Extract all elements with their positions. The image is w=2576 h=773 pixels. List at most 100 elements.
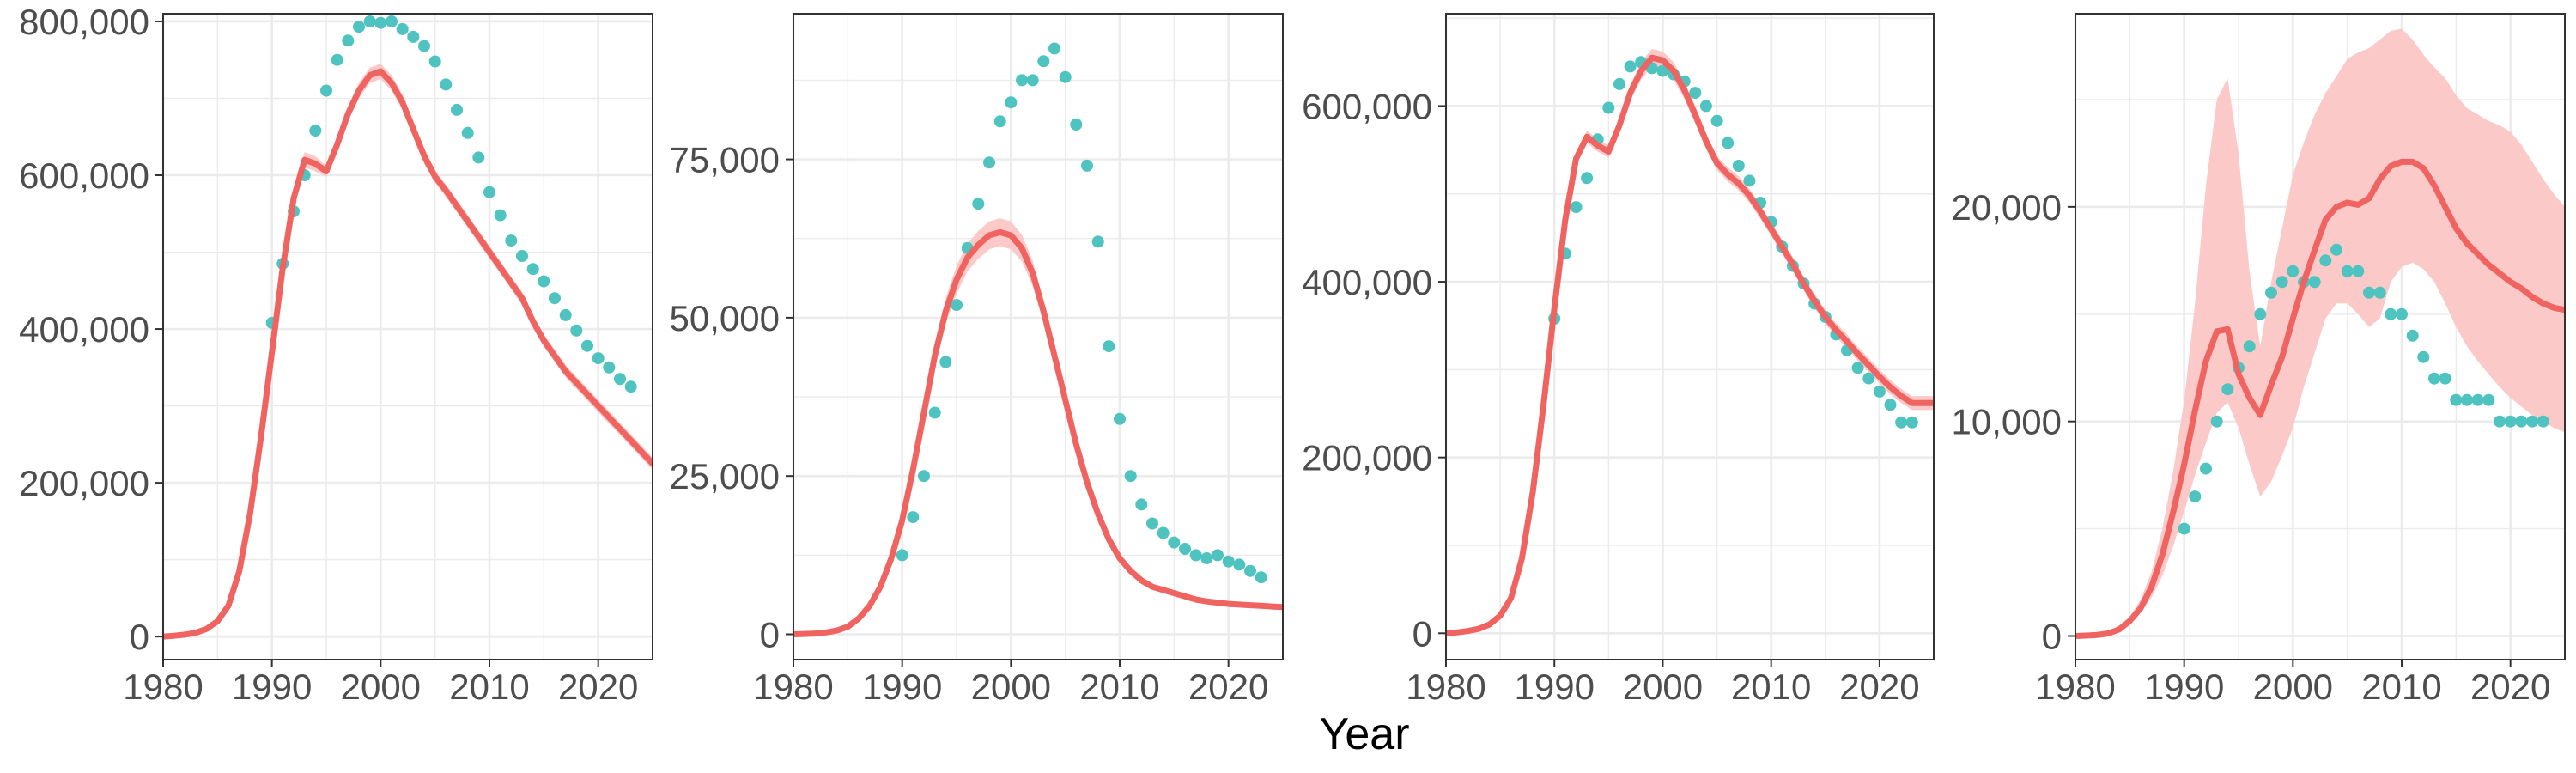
observed-point bbox=[2210, 415, 2223, 428]
y-tick-label: 200,000 bbox=[1302, 438, 1432, 478]
observed-point bbox=[1722, 137, 1735, 149]
observed-point bbox=[1689, 87, 1702, 100]
observed-point bbox=[951, 299, 963, 312]
observed-point bbox=[1200, 552, 1213, 564]
model-line bbox=[1446, 54, 1934, 636]
model-line bbox=[2075, 158, 2565, 639]
observed-point bbox=[2200, 462, 2212, 475]
chart-panel-1: 1980 1990 2000 2010 2020 0 200,000 400,000 600,0… bbox=[19, 2, 653, 707]
x-tick-label: 1990 bbox=[2144, 666, 2224, 707]
x-tick-label: 2010 bbox=[2361, 666, 2441, 707]
observed-point bbox=[505, 234, 518, 247]
observed-point bbox=[1602, 101, 1615, 114]
observed-point bbox=[614, 373, 626, 386]
observed-point bbox=[2537, 415, 2549, 428]
x-tick-label: 2020 bbox=[558, 666, 638, 707]
panel-border bbox=[2075, 13, 2566, 660]
confidence-ribbon bbox=[163, 64, 653, 637]
observed-point bbox=[2275, 276, 2288, 289]
observed-point bbox=[624, 380, 637, 393]
plot-area bbox=[1446, 48, 1934, 636]
y-tick-label: 0 bbox=[130, 617, 149, 657]
observed-point bbox=[418, 40, 430, 52]
observed-point bbox=[1244, 564, 1256, 577]
observed-point bbox=[1624, 60, 1637, 73]
observed-point bbox=[939, 356, 952, 368]
chart-panel-3: 1980 1990 2000 2010 2020 0 200,000 400,000 600,0… bbox=[1302, 13, 1935, 707]
observed-point bbox=[461, 126, 474, 139]
x-tick-label: 1980 bbox=[123, 666, 203, 707]
x-tick-label: 1980 bbox=[753, 666, 833, 707]
observed-point bbox=[2341, 265, 2354, 277]
observed-point bbox=[1048, 42, 1060, 55]
x-tick-label: 1980 bbox=[2035, 666, 2115, 707]
observed-point bbox=[581, 339, 593, 352]
observed-point bbox=[907, 511, 920, 524]
observed-point bbox=[1070, 119, 1083, 131]
observed-point bbox=[2221, 383, 2234, 396]
x-tick-label: 2010 bbox=[1079, 666, 1159, 707]
observed-point bbox=[1212, 549, 1224, 562]
observed-point bbox=[2308, 276, 2321, 289]
x-tick-label: 2010 bbox=[1731, 666, 1811, 707]
observed-point bbox=[1699, 100, 1712, 113]
observed-point bbox=[374, 16, 387, 29]
y-tick-label: 50,000 bbox=[670, 298, 780, 338]
observed-point bbox=[353, 21, 365, 33]
observed-point bbox=[494, 209, 507, 222]
observed-point bbox=[2189, 490, 2202, 503]
observed-point bbox=[1613, 77, 1625, 90]
observed-point bbox=[1189, 549, 1202, 562]
observed-point bbox=[549, 292, 561, 305]
observed-point bbox=[2385, 307, 2397, 320]
observed-point bbox=[1114, 412, 1126, 425]
x-tick-label: 2020 bbox=[1188, 666, 1268, 707]
y-tick-label: 0 bbox=[1413, 613, 1432, 654]
observed-point bbox=[331, 53, 343, 66]
model-line bbox=[163, 68, 653, 640]
y-tick-label: 25,000 bbox=[670, 456, 780, 496]
observed-point bbox=[2526, 415, 2538, 428]
observed-point bbox=[538, 275, 550, 288]
y-tick-label: 20,000 bbox=[1952, 187, 2062, 228]
observed-point bbox=[2319, 254, 2332, 267]
observed-point bbox=[928, 406, 941, 419]
observed-point bbox=[1146, 517, 1158, 530]
observed-point bbox=[1656, 64, 1669, 77]
x-tick-label: 2000 bbox=[971, 666, 1051, 707]
observed-point bbox=[396, 22, 409, 35]
observed-point bbox=[1103, 340, 1115, 353]
observed-point bbox=[1873, 385, 1886, 398]
observed-point bbox=[1581, 172, 1594, 185]
observed-point bbox=[451, 103, 463, 116]
observed-point bbox=[2494, 415, 2506, 428]
observed-point bbox=[2504, 415, 2517, 428]
chart-panel-2: 1980 1990 2000 2010 2020 0 25,000 50,000 75,000 bbox=[670, 13, 1284, 707]
observed-point bbox=[1016, 74, 1028, 87]
plot-area bbox=[793, 42, 1283, 637]
observed-point bbox=[472, 151, 485, 164]
panel-border bbox=[1445, 13, 1935, 660]
observed-point bbox=[1124, 470, 1137, 483]
x-tick-label: 2010 bbox=[449, 666, 529, 707]
observed-point bbox=[603, 361, 616, 374]
observed-point bbox=[1732, 160, 1745, 172]
observed-point bbox=[972, 198, 985, 210]
chart-panel-4: 1980 1990 2000 2010 2020 0 10,000 20,000 bbox=[1952, 13, 2566, 707]
observed-point bbox=[2178, 522, 2190, 535]
observed-point bbox=[320, 84, 332, 97]
y-tick-label: 400,000 bbox=[19, 309, 149, 350]
observed-point bbox=[2515, 415, 2528, 428]
observed-point bbox=[516, 250, 528, 262]
model-line bbox=[793, 228, 1283, 637]
observed-point bbox=[1157, 526, 1170, 539]
plot-area bbox=[163, 15, 653, 640]
observed-point bbox=[2439, 372, 2451, 385]
panel-background bbox=[793, 14, 1283, 660]
observed-point bbox=[407, 30, 420, 43]
observed-point bbox=[2373, 286, 2386, 299]
y-tick-label: 0 bbox=[760, 615, 780, 655]
observed-point bbox=[2243, 340, 2256, 353]
observed-point bbox=[1851, 362, 1864, 374]
